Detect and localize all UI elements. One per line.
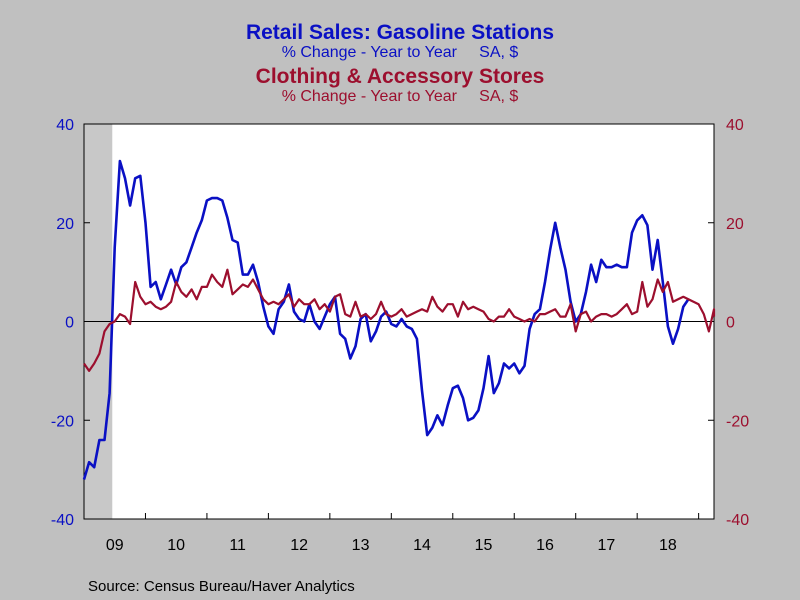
x-tick-label: 16 [536, 537, 554, 554]
gasoline-subtitle: % Change - Year to Year SA, $ [281, 44, 519, 61]
right-tick-label: -20 [726, 413, 749, 430]
x-tick-label: 13 [352, 537, 370, 554]
x-tick-label: 10 [167, 537, 185, 554]
source-note: Source: Census Bureau/Haver Analytics [88, 578, 355, 595]
x-tick-label: 18 [659, 537, 677, 554]
x-tick-label: 14 [413, 537, 431, 554]
left-tick-label: 40 [56, 117, 74, 134]
gasoline-title: Retail Sales: Gasoline Stations [245, 21, 555, 44]
left-tick-label: 20 [56, 216, 74, 233]
x-tick-label: 17 [598, 537, 616, 554]
x-tick-label: 15 [475, 537, 493, 554]
right-tick-label: 40 [726, 117, 744, 134]
x-tick-label: 09 [106, 537, 124, 554]
clothing-title: Clothing & Accessory Stores [255, 65, 545, 88]
x-tick-label: 11 [229, 537, 246, 554]
right-tick-label: 0 [726, 315, 735, 332]
right-tick-label: 20 [726, 216, 744, 233]
right-tick-label: -40 [726, 512, 749, 529]
left-tick-label: -20 [51, 413, 74, 430]
x-tick-label: 12 [290, 537, 308, 554]
left-tick-label: 0 [65, 315, 74, 332]
clothing-series-line [83, 268, 716, 372]
clothing-subtitle: % Change - Year to Year SA, $ [281, 88, 519, 105]
left-tick-label: -40 [51, 512, 74, 529]
